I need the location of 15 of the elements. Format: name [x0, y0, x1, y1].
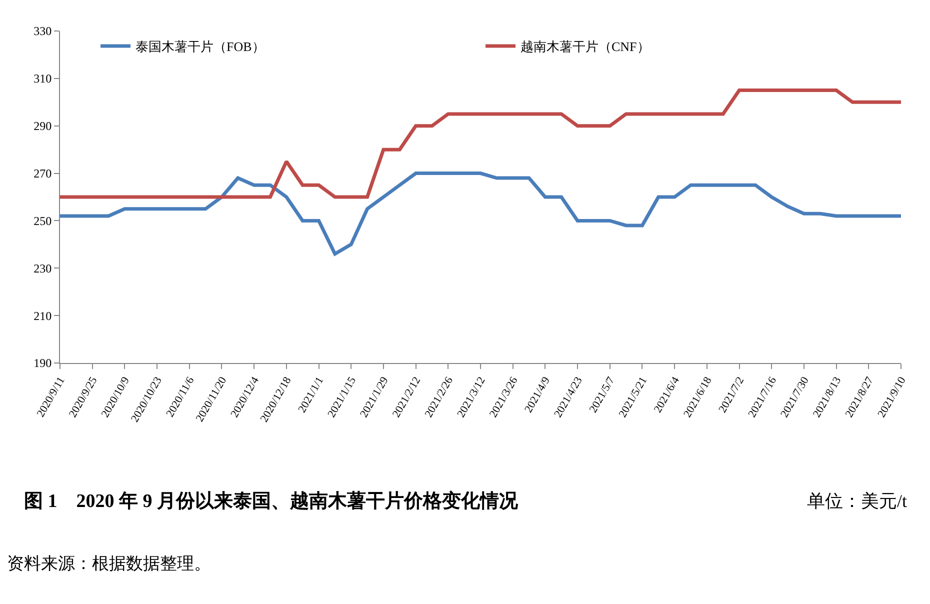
text: 图 1 2020 年 9 月份以来泰国、越南木薯干片价格变化情况 [24, 490, 519, 512]
y-tick-label: 270 [34, 166, 52, 180]
text: 资料来源：根据数据整理。 [7, 554, 211, 573]
y-tick-label: 190 [34, 356, 52, 370]
y-tick-label: 210 [34, 308, 52, 323]
y-tick-label: 290 [34, 119, 52, 134]
line-series [60, 172, 901, 256]
legend-label: 越南木薯干片（CNF） [520, 39, 650, 54]
y-tick-label: 250 [34, 214, 52, 228]
y-tick-label: 310 [34, 72, 52, 86]
y-tick-label: 230 [34, 261, 52, 276]
line-series [60, 88, 901, 199]
text: 单位：美元/t [807, 491, 908, 511]
legend-label: 泰国木薯干片（FOB） [136, 39, 265, 54]
y-tick-label: 330 [34, 24, 52, 38]
